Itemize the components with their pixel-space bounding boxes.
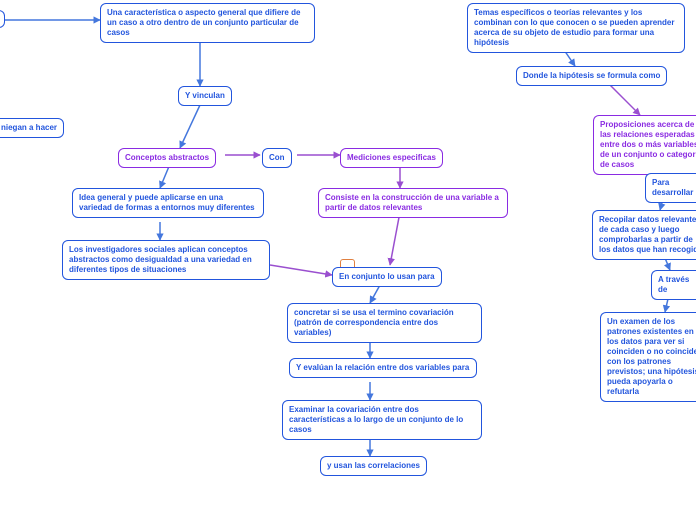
node-a-traves: A través de xyxy=(651,270,696,300)
node-text: A través de xyxy=(658,275,689,294)
node-caracteristica: Una característica o aspecto general que… xyxy=(100,3,315,43)
node-correlaciones: y usan las correlaciones xyxy=(320,456,427,476)
node-niegan: niegan a hacer xyxy=(0,118,64,138)
node-text: concretar si se usa el termino covariaci… xyxy=(294,308,454,337)
node-conceptos-abstractos: Conceptos abstractos xyxy=(118,148,216,168)
node-text: Recopilar datos relevantes de cada caso … xyxy=(599,215,696,254)
node-recopilar: Recopilar datos relevantes de cada caso … xyxy=(592,210,696,260)
node-text: Proposiciones acerca de las relaciones e… xyxy=(600,120,696,169)
node-consiste: Consiste en la construcción de una varia… xyxy=(318,188,508,218)
node-text: Los investigadores sociales aplican conc… xyxy=(69,245,252,274)
node-text: Una característica o aspecto general que… xyxy=(107,8,300,37)
node-examen: Un examen de los patrones existentes en … xyxy=(600,312,696,402)
node-temas: Temas específicos o teorías relevantes y… xyxy=(467,3,685,53)
node-evaluan: Y evalúan la relación entre dos variable… xyxy=(289,358,477,378)
node-text: niegan a hacer xyxy=(1,123,57,132)
node-text: En conjunto lo usan para xyxy=(339,272,435,281)
node-donde-hipotesis: Donde la hipótesis se formula como xyxy=(516,66,667,86)
node-text: y usan las correlaciones xyxy=(327,461,420,470)
node-text: Idea general y puede aplicarse en una va… xyxy=(79,193,255,212)
node-text: Mediciones especificas xyxy=(347,153,436,162)
node-text: Para desarrollar xyxy=(652,178,693,197)
node-examinar: Examinar la covariación entre dos caract… xyxy=(282,400,482,440)
node-text: Y evalúan la relación entre dos variable… xyxy=(296,363,469,372)
node-text: Y vinculan xyxy=(185,91,225,100)
node-text: Un examen de los patrones existentes en … xyxy=(607,317,696,396)
node-mediciones: Mediciones especificas xyxy=(340,148,443,168)
node-concretar: concretar si se usa el termino covariaci… xyxy=(287,303,482,343)
node-con: Con xyxy=(262,148,292,168)
node-idea-general: Idea general y puede aplicarse en una va… xyxy=(72,188,264,218)
node-stub-left xyxy=(0,10,5,28)
node-text: Donde la hipótesis se formula como xyxy=(523,71,660,80)
node-para-des: Para desarrollar xyxy=(645,173,696,203)
node-text: Consiste en la construcción de una varia… xyxy=(325,193,499,212)
node-text: Conceptos abstractos xyxy=(125,153,209,162)
node-investigadores: Los investigadores sociales aplican conc… xyxy=(62,240,270,280)
node-en-conjunto: En conjunto lo usan para xyxy=(332,267,442,287)
node-text: Temas específicos o teorías relevantes y… xyxy=(474,8,674,47)
node-y-vinculan: Y vinculan xyxy=(178,86,232,106)
node-text: Con xyxy=(269,153,285,162)
node-proposiciones: Proposiciones acerca de las relaciones e… xyxy=(593,115,696,175)
node-text: Examinar la covariación entre dos caract… xyxy=(289,405,463,434)
